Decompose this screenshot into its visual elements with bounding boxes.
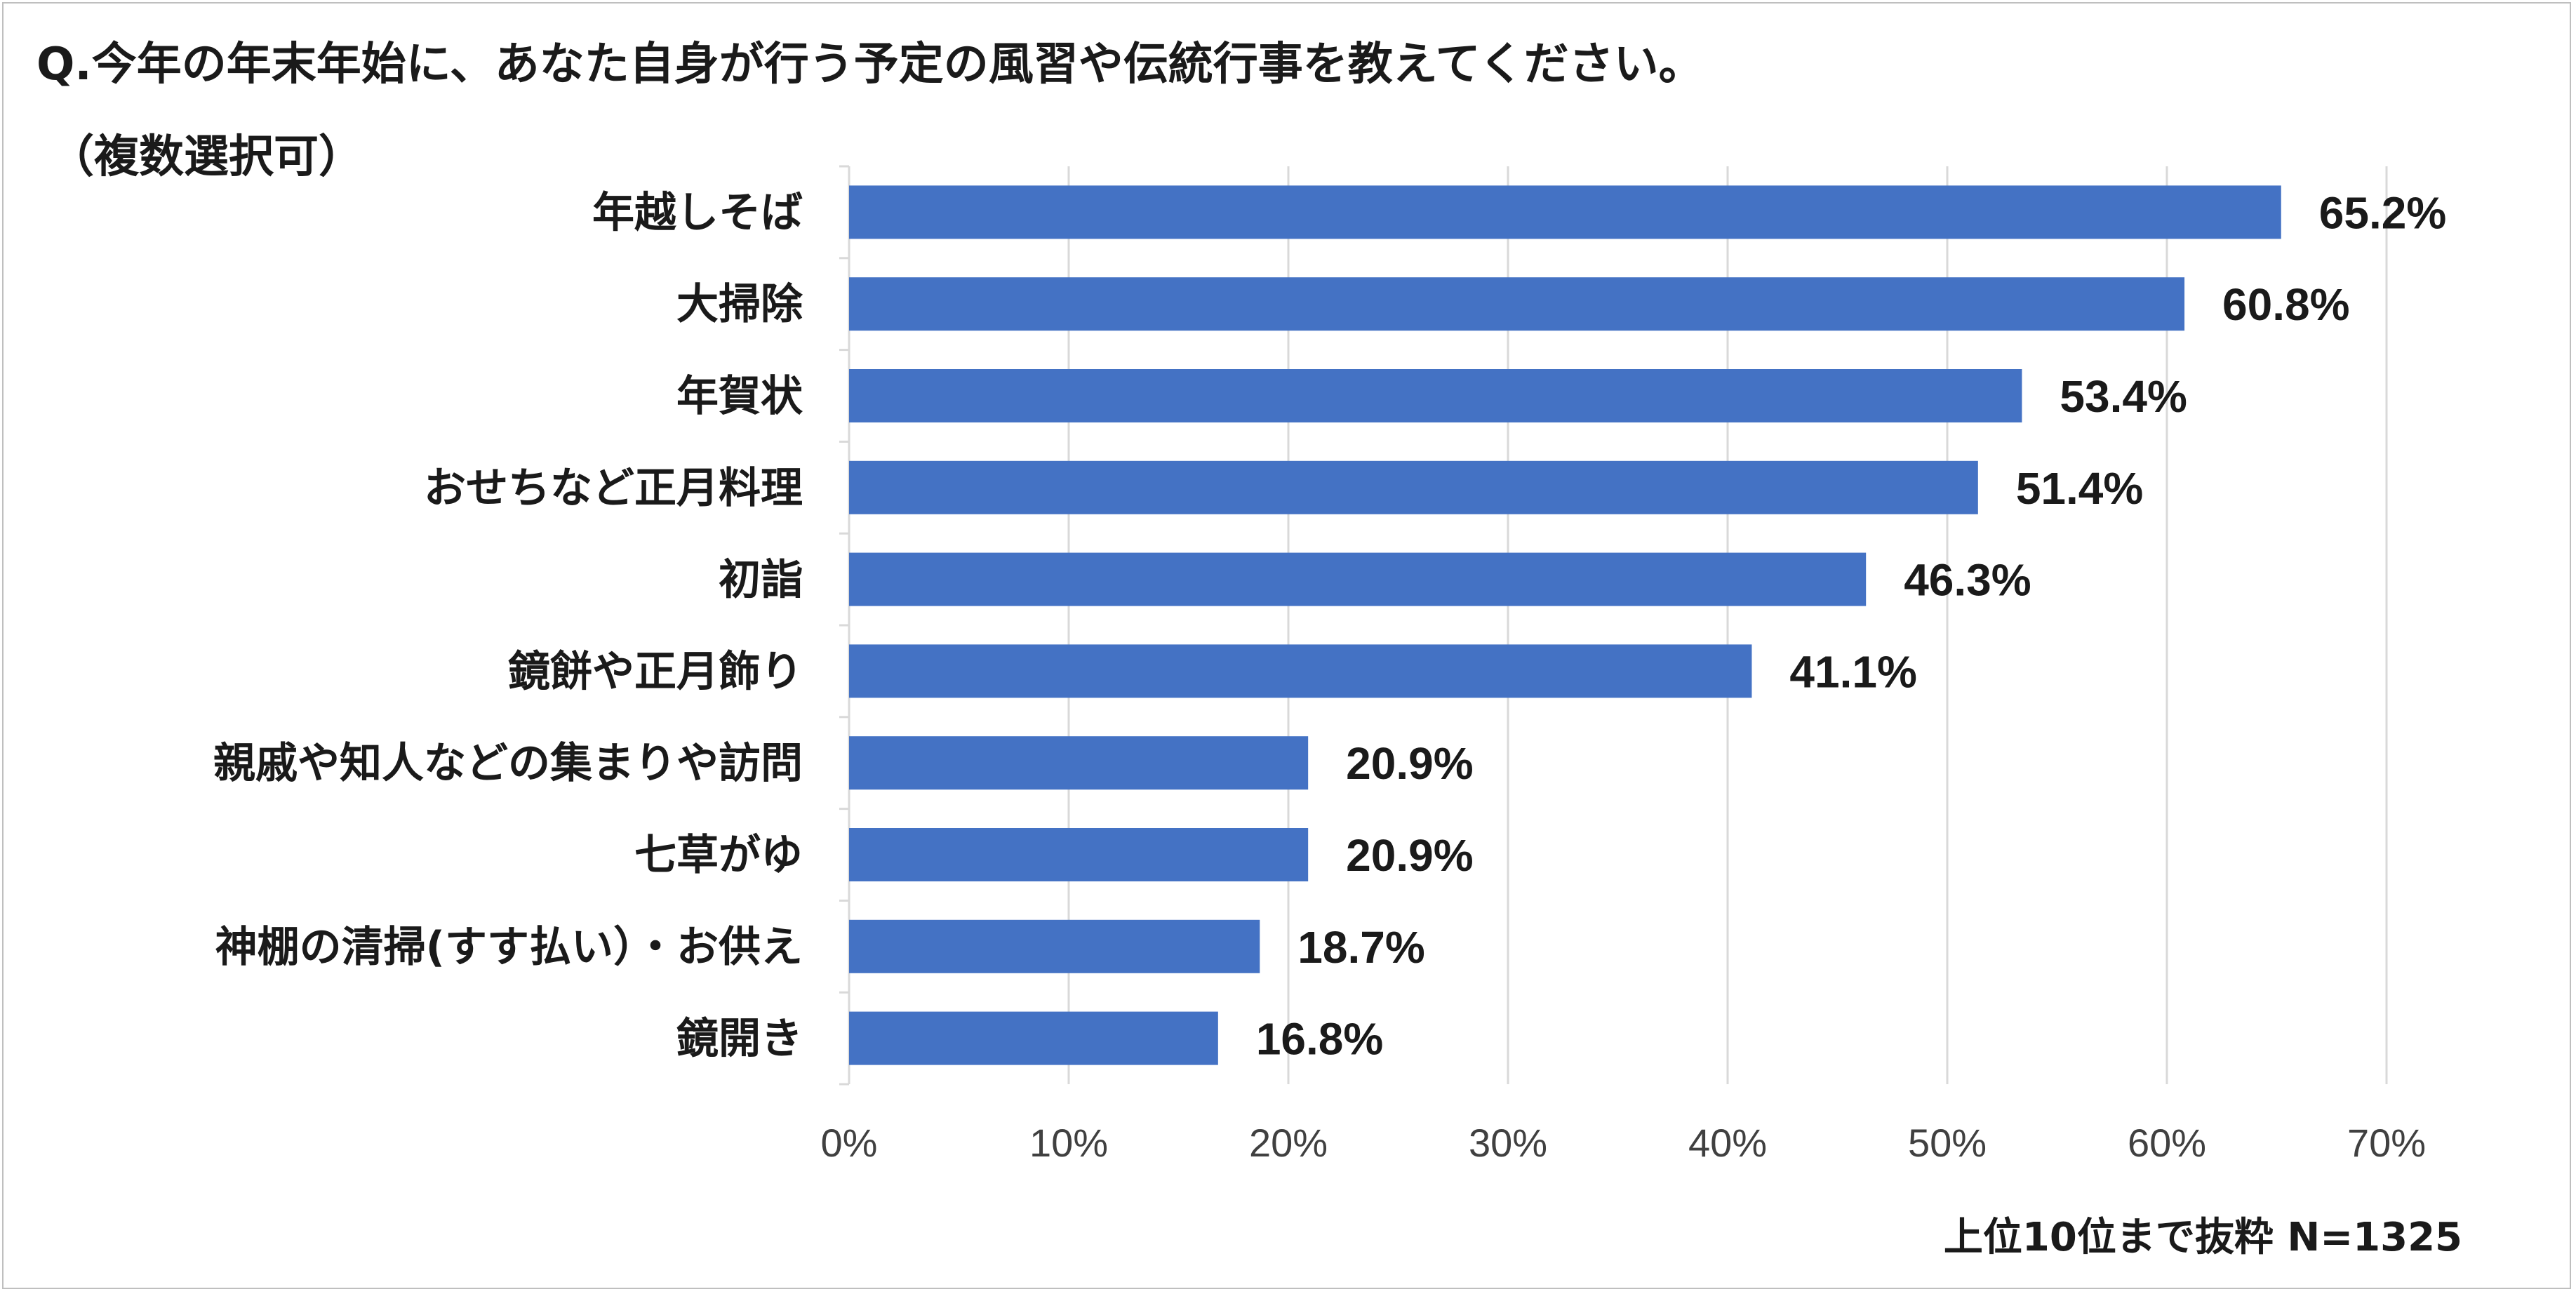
bar: [849, 736, 1309, 790]
bar: [849, 644, 1752, 698]
bar: [849, 552, 1867, 606]
x-tick-label: 20%: [1249, 1121, 1328, 1165]
category-label: 親戚や知人などの集まりや訪問: [213, 739, 803, 788]
chart-footnote: 上位10位まで抜粋 N=1325: [1943, 1215, 2462, 1260]
x-tick-label: 0%: [821, 1121, 878, 1165]
chart-subtitle: （複数選択可）: [49, 131, 363, 183]
category-label: 七草がゆ: [634, 831, 803, 880]
value-label: 65.2%: [2319, 187, 2446, 238]
value-label: 41.1%: [1789, 646, 1916, 697]
x-tick-label: 60%: [2128, 1121, 2206, 1165]
category-label: 年越しそば: [592, 188, 803, 237]
category-label: 大掃除: [676, 280, 803, 329]
bar: [849, 919, 1260, 973]
x-tick-label: 10%: [1029, 1121, 1108, 1165]
x-tick-label: 30%: [1469, 1121, 1547, 1165]
x-axis-tick-labels: 0% 10% 20% 30% 40% 50% 60% 70%: [821, 1121, 2427, 1165]
category-label: 年賀状: [676, 372, 803, 421]
value-label: 46.3%: [1904, 555, 2031, 606]
category-label: 鏡餅や正月飾り: [508, 647, 803, 696]
bar: [849, 277, 2185, 331]
bar: [849, 369, 2022, 422]
value-label: 53.4%: [2060, 371, 2187, 422]
value-label: 20.9%: [1346, 830, 1473, 881]
bar: [849, 460, 1978, 514]
value-label: 60.8%: [2222, 279, 2349, 330]
bar: [849, 185, 2281, 239]
value-labels: 65.2% 60.8% 53.4% 51.4% 46.3% 41.1% 20.9% 20.9%…: [1256, 187, 2446, 1064]
bar: [849, 828, 1309, 881]
chart-title: Q.今年の年末年始に、あなた自身が行う予定の風習や伝統行事を教えてください。: [36, 39, 1704, 91]
category-labels: 年越しそば大掃除年賀状おせちなど正月料理初詣鏡餅や正月飾り親戚や知人などの集まり…: [213, 188, 803, 1063]
x-tick-label: 50%: [1908, 1121, 1987, 1165]
bar: [849, 1011, 1218, 1065]
value-label: 16.8%: [1256, 1014, 1383, 1065]
category-label: おせちなど正月料理: [424, 464, 803, 513]
category-label: 鏡開き: [676, 1015, 803, 1064]
bars: [849, 185, 2281, 1065]
category-label: 初詣: [719, 556, 803, 605]
x-tick-label: 40%: [1688, 1121, 1767, 1165]
x-tick-label: 70%: [2347, 1121, 2426, 1165]
category-label: 神棚の清掃(すす払い）・お供え: [215, 923, 803, 972]
value-label: 51.4%: [2016, 463, 2143, 514]
value-label: 20.9%: [1346, 738, 1473, 789]
value-label: 18.7%: [1297, 922, 1424, 973]
